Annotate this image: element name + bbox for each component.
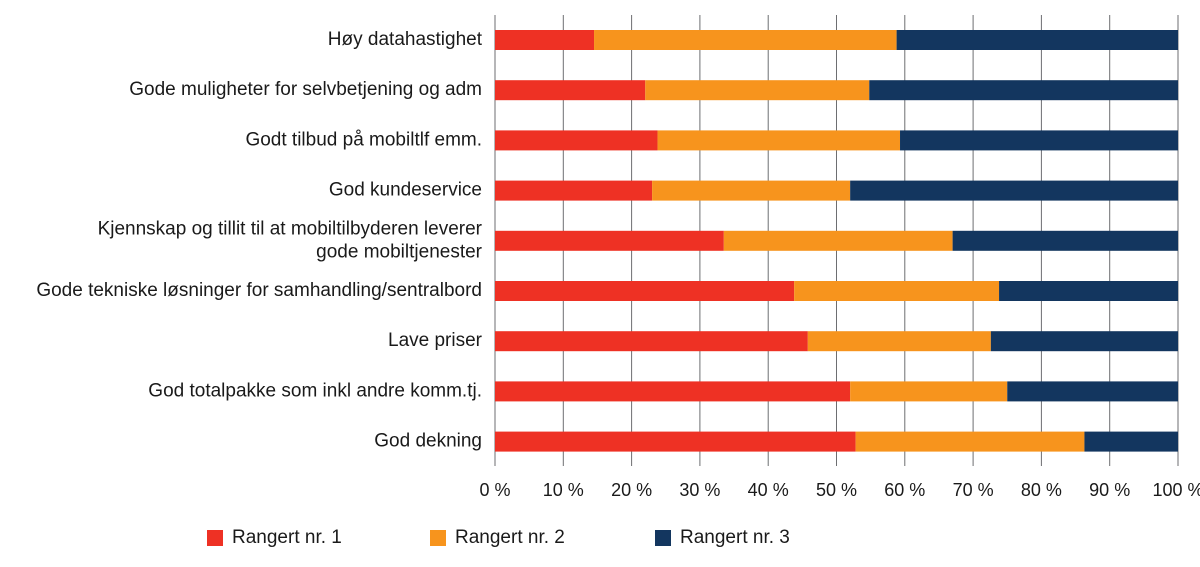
bar-segment-series-3 [896, 30, 1178, 50]
x-tick-label: 20 % [611, 480, 652, 500]
category-label: Gode tekniske løsninger for samhandling/… [36, 280, 482, 301]
x-tick-label: 60 % [884, 480, 925, 500]
legend-swatch [430, 530, 446, 546]
legend-label: Rangert nr. 3 [680, 527, 790, 548]
bar-segment-series-3 [952, 230, 1178, 251]
category-label: Godt tilbud på mobiltlf emm. [245, 129, 482, 150]
category-label: gode mobiltjenester [316, 241, 482, 262]
bar-segment-series-1 [495, 30, 595, 50]
x-tick-label: 70 % [953, 480, 994, 500]
bar-segment-series-3 [850, 180, 1178, 201]
x-tick-label: 80 % [1021, 480, 1062, 500]
legend-label: Rangert nr. 1 [232, 527, 342, 548]
category-labels: Høy datahastighet Gode muligheter for sel… [36, 29, 482, 452]
bar-segment-series-3 [990, 331, 1178, 352]
bar-segment-series-1 [495, 331, 808, 352]
bars [495, 30, 1178, 452]
bar-segment-series-3 [1007, 381, 1178, 402]
bar-segment-series-2 [723, 230, 953, 251]
bar-segment-series-1 [495, 230, 724, 251]
bar-segment-series-2 [594, 30, 897, 50]
bar-segment-series-3 [1084, 431, 1178, 452]
x-tick-label: 10 % [543, 480, 584, 500]
bar-segment-series-1 [495, 381, 851, 402]
category-label: God dekning [374, 431, 482, 452]
bar-segment-series-2 [850, 381, 1008, 402]
bar-segment-series-1 [495, 180, 653, 201]
x-tick-label: 50 % [816, 480, 857, 500]
bar-segment-series-1 [495, 130, 658, 151]
bar-segment-series-1 [495, 80, 646, 101]
bar-segment-series-1 [495, 431, 856, 452]
bar-segment-series-2 [807, 331, 991, 352]
x-tick-label: 0 % [479, 480, 510, 500]
x-tick-label: 30 % [679, 480, 720, 500]
legend-label: Rangert nr. 2 [455, 527, 565, 548]
legend-swatch [207, 530, 223, 546]
category-label: Gode muligheter for selvbetjening og adm [129, 79, 482, 100]
bar-segment-series-2 [657, 130, 901, 151]
category-label: God kundeservice [329, 180, 482, 201]
legend: Rangert nr. 1 Rangert nr. 2 Rangert nr. 3 [207, 527, 790, 548]
bar-segment-series-2 [645, 80, 870, 101]
category-label: Høy datahastighet [328, 29, 483, 50]
bar-segment-series-3 [869, 80, 1178, 101]
x-tick-label: 90 % [1089, 480, 1130, 500]
x-axis-tick-labels: 0 % 10 % 20 % 30 % 40 % 50 % 60 % 70 % 80 % 90 % 1… [479, 480, 1200, 500]
bar-segment-series-2 [855, 431, 1085, 452]
bar-segment-series-3 [900, 130, 1178, 151]
category-label: Lave priser [388, 330, 483, 351]
category-label: God totalpakke som inkl andre komm.tj. [148, 380, 482, 401]
x-tick-label: 100 % [1152, 480, 1200, 500]
x-tick-label: 40 % [748, 480, 789, 500]
legend-swatch [655, 530, 671, 546]
bar-segment-series-1 [495, 281, 795, 301]
bar-segment-series-2 [794, 281, 1000, 301]
bar-segment-series-3 [999, 281, 1178, 301]
category-label: Kjennskap og tillit til at mobiltilbyder… [98, 218, 483, 239]
bar-segment-series-2 [652, 180, 851, 201]
